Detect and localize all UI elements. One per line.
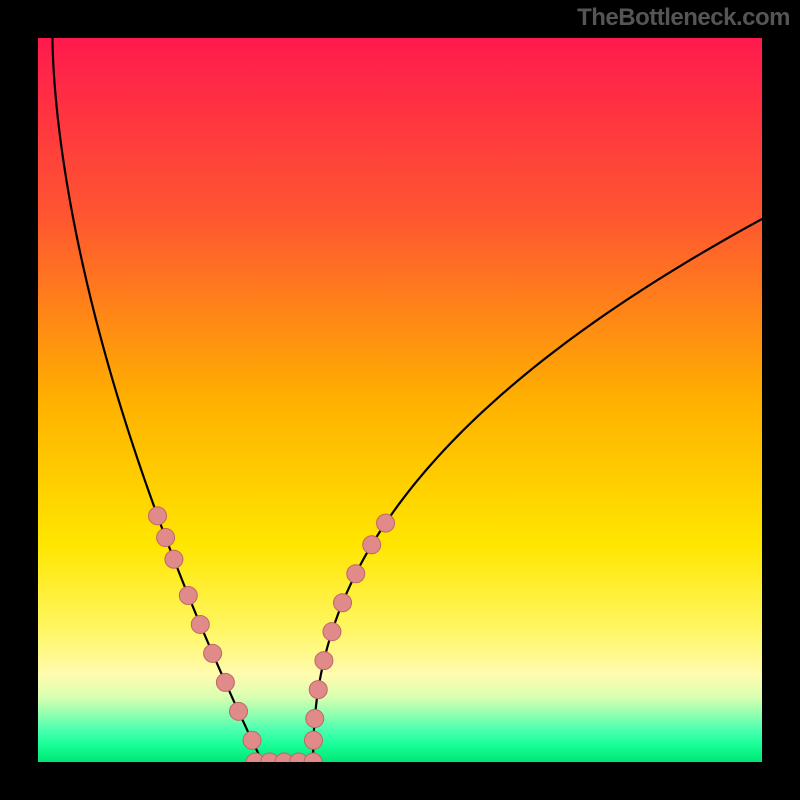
data-marker <box>334 594 352 612</box>
data-marker <box>243 731 261 749</box>
data-marker <box>149 507 167 525</box>
data-marker <box>315 652 333 670</box>
data-marker <box>309 681 327 699</box>
gradient-background <box>38 38 762 762</box>
data-marker <box>306 710 324 728</box>
bottleneck-chart <box>38 38 762 762</box>
data-marker <box>377 514 395 532</box>
plot-area <box>38 38 762 762</box>
data-marker <box>304 731 322 749</box>
data-marker <box>216 673 234 691</box>
data-marker <box>157 529 175 547</box>
data-marker <box>191 615 209 633</box>
data-marker <box>204 644 222 662</box>
data-marker <box>323 623 341 641</box>
data-marker <box>363 536 381 554</box>
data-marker <box>165 550 183 568</box>
watermark-text: TheBottleneck.com <box>577 4 790 32</box>
data-marker <box>230 702 248 720</box>
data-marker <box>179 586 197 604</box>
chart-frame: TheBottleneck.com <box>0 0 800 800</box>
data-marker <box>347 565 365 583</box>
